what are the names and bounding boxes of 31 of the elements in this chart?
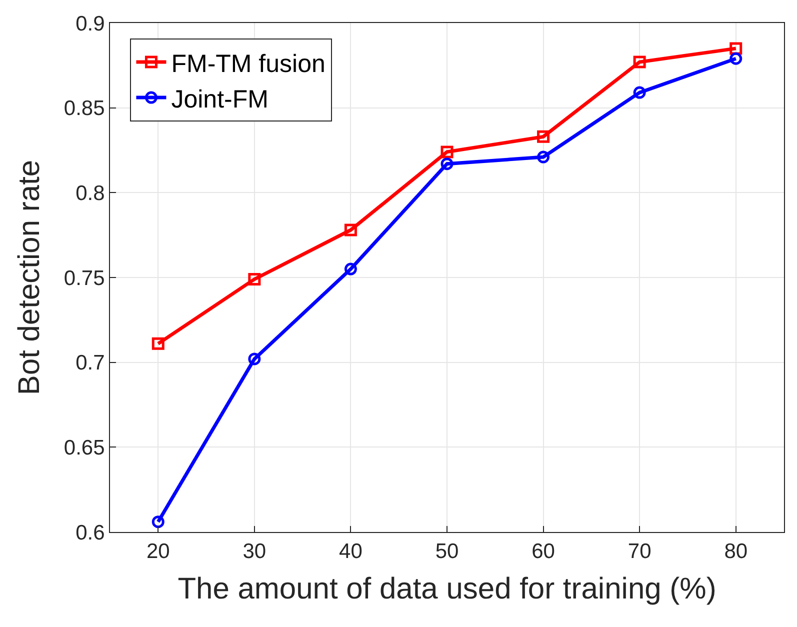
point <box>633 86 646 99</box>
y-tick-label: 0.7 <box>76 352 105 375</box>
y-tick-label: 0.9 <box>76 12 105 36</box>
point <box>152 516 164 528</box>
x-tick-label: 80 <box>724 540 748 564</box>
point <box>537 150 550 164</box>
x-axis-title: The amount of data used for training (%) <box>178 572 716 606</box>
x-tick-label: 30 <box>242 540 266 564</box>
x-tick-label: 20 <box>146 540 170 564</box>
y-axis-title: Bot detection rate <box>12 160 46 396</box>
y-tick-label: 0.75 <box>64 266 105 290</box>
point <box>730 52 742 65</box>
x-tick-label: 40 <box>339 540 362 564</box>
y-tick-label: 0.8 <box>76 182 105 206</box>
x-tick-label: 60 <box>532 540 555 564</box>
point <box>440 146 454 158</box>
x-tick-label: 70 <box>628 540 652 564</box>
y-tick-label: 0.85 <box>64 97 105 120</box>
point <box>440 158 454 170</box>
y-tick-label: 0.65 <box>64 436 105 460</box>
point <box>248 352 261 366</box>
legend-label: Joint-FM <box>171 85 268 114</box>
point <box>633 56 646 68</box>
point <box>248 272 261 286</box>
y-tick-label: 0.6 <box>76 521 105 544</box>
legend-label: FM-TM fusion <box>171 50 326 78</box>
x-tick-label: 50 <box>435 540 459 564</box>
point <box>537 130 550 143</box>
point <box>344 262 357 276</box>
point <box>344 224 357 236</box>
point <box>152 337 164 350</box>
